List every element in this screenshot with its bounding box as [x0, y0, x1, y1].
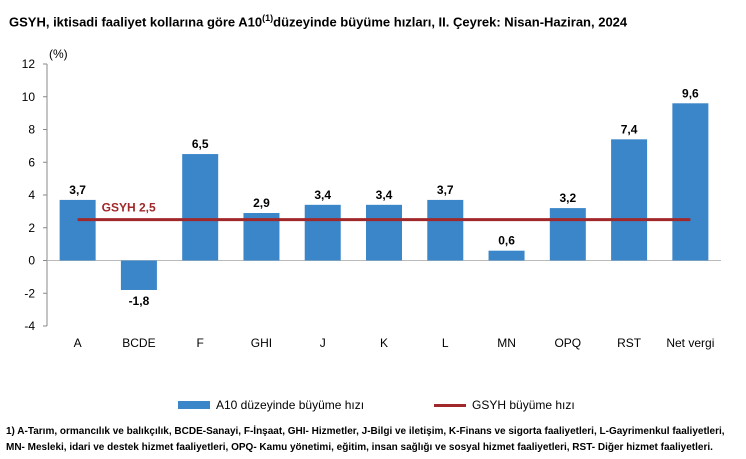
- y-tick-label: 12: [22, 57, 36, 71]
- x-tick-label: J: [320, 336, 326, 350]
- data-label: 3,2: [559, 191, 576, 205]
- footnote-line-1: 1) A-Tarım, ormancılık ve balıkçılık, BC…: [6, 426, 725, 437]
- data-label: 6,5: [192, 137, 209, 151]
- y-tick-label: 4: [28, 188, 35, 202]
- data-label: 3,4: [376, 188, 393, 202]
- y-tick-label: 6: [28, 155, 35, 169]
- x-tick-label: GHI: [251, 336, 272, 350]
- legend-label-bars: A10 düzeyinde büyüme hızı: [216, 398, 365, 412]
- y-tick-label: -2: [24, 286, 35, 300]
- bar: [611, 139, 648, 261]
- x-tick-label: A: [74, 336, 82, 350]
- bar: [59, 199, 96, 261]
- x-tick-label: OPQ: [554, 336, 581, 350]
- bar: [488, 250, 525, 261]
- x-tick-label: L: [442, 336, 449, 350]
- x-tick-label: K: [380, 336, 388, 350]
- legend-item-bars: A10 düzeyinde büyüme hızı: [178, 398, 364, 412]
- bar: [366, 204, 402, 261]
- bar: [672, 103, 709, 261]
- bar: [427, 199, 464, 261]
- x-tick-label: Net vergi: [666, 336, 714, 350]
- y-tick-label: 8: [28, 123, 35, 137]
- x-tick-label: RST: [617, 336, 642, 350]
- data-label: -1,8: [129, 294, 150, 308]
- y-tick-label: 2: [28, 221, 35, 235]
- chart-title-footnote-mark: (1): [262, 13, 274, 23]
- chart-title-text-after: düzeyinde büyüme hızları, II. Çeyrek: Ni…: [273, 14, 628, 30]
- legend-swatch-bar: [178, 401, 210, 409]
- y-tick-label: 10: [22, 90, 36, 104]
- bar: [120, 260, 157, 290]
- y-axis-unit-label: (%): [49, 47, 68, 61]
- x-tick-label: MN: [497, 336, 516, 350]
- footnote-line-2: MN- Mesleki, idari ve destek hizmet faal…: [6, 442, 713, 453]
- chart-title: GSYH, iktisadi faaliyet kollarına göre A…: [9, 13, 627, 29]
- legend-swatch-line: [434, 403, 466, 407]
- data-label: 0,6: [498, 234, 515, 248]
- bar: [182, 154, 219, 261]
- legend-label-line: GSYH büyüme hızı: [472, 398, 575, 412]
- bar-chart: (%) -4 -2 0 2 4 6 8 10 12 3,7 A -1,8 BCDE 6,5 F 2,9 GHI 3,…: [22, 47, 721, 350]
- x-tick-label: BCDE: [122, 336, 155, 350]
- legend-item-line: GSYH büyüme hızı: [434, 398, 575, 412]
- x-tick-label: F: [197, 336, 204, 350]
- y-tick-label: -4: [24, 319, 35, 333]
- data-label: 3,4: [314, 188, 331, 202]
- data-label: 2,9: [253, 196, 270, 210]
- data-label: 7,4: [621, 122, 638, 136]
- data-label: 9,6: [682, 86, 699, 100]
- gsyh-line-annotation: GSYH 2,5: [102, 201, 156, 215]
- bar: [549, 208, 586, 261]
- data-label: 3,7: [437, 183, 454, 197]
- footnote: 1) A-Tarım, ormancılık ve balıkçılık, BC…: [6, 424, 725, 456]
- data-label: 3,7: [69, 183, 86, 197]
- y-tick-label: 0: [28, 254, 35, 268]
- bar: [304, 204, 341, 261]
- chart-title-text: GSYH, iktisadi faaliyet kollarına göre A…: [9, 14, 263, 30]
